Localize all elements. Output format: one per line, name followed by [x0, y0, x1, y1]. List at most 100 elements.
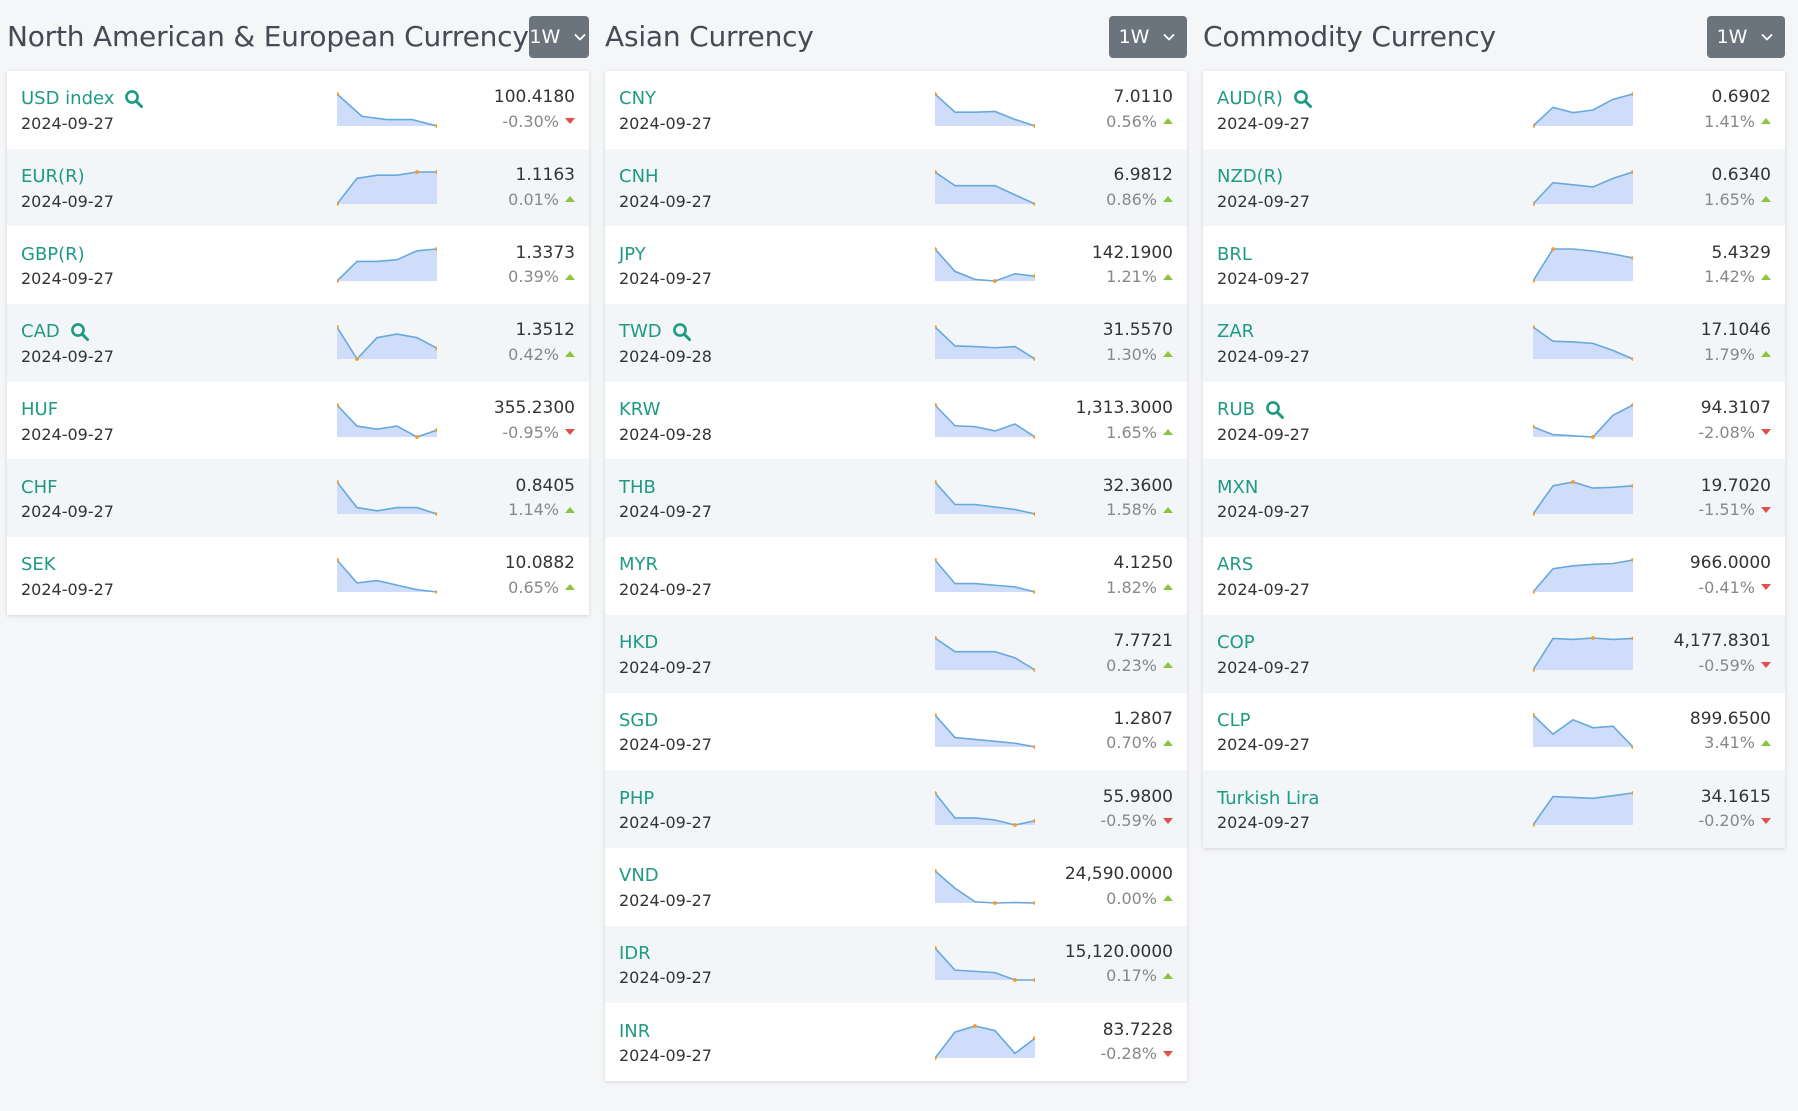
currency-name-link[interactable]: SGD [619, 709, 659, 731]
sparkline-area [337, 404, 437, 437]
up-triangle-icon [1163, 429, 1173, 436]
currency-name-link[interactable]: THB [619, 476, 656, 498]
currency-name-link[interactable]: COP [1217, 632, 1255, 654]
currency-row: COP 2024-09-27 4,177.8301 -0.59% [1203, 614, 1785, 693]
quote-value: 966.0000 [1689, 553, 1771, 574]
sparkline-point [1631, 484, 1633, 488]
down-triangle-icon [1163, 1050, 1173, 1057]
search-icon[interactable] [672, 322, 692, 342]
currency-name-link[interactable]: ZAR [1217, 321, 1255, 343]
sparkline-point [1033, 201, 1035, 206]
sparkline-chart [1533, 558, 1633, 594]
search-icon[interactable] [1265, 400, 1285, 420]
sparkline-point [1631, 558, 1633, 562]
sparkline-area [337, 249, 437, 282]
currency-name-link[interactable]: CNY [619, 88, 657, 110]
currency-name-link[interactable]: VND [619, 865, 659, 887]
currency-row: RUB 2024-09-27 94.3107 -2.08% [1203, 381, 1785, 460]
search-icon[interactable] [124, 89, 144, 109]
change-percent: 0.39% [508, 267, 559, 287]
quote-value: 142.1900 [1091, 242, 1173, 263]
quote-value: 83.7228 [1102, 1019, 1173, 1040]
currency-name-link[interactable]: JPY [619, 243, 646, 265]
currency-row: AUD(R) 2024-09-27 0.6902 1.41% [1203, 71, 1785, 149]
sparkline-line [1533, 636, 1633, 671]
sparkline-line [935, 481, 1035, 516]
currency-name-link[interactable]: CHF [21, 476, 58, 498]
sparkline-chart [1533, 247, 1633, 284]
quote-value: 4.1250 [1113, 553, 1173, 574]
period-dropdown[interactable]: 1W [1707, 15, 1785, 58]
currency-row: IDR 2024-09-27 15,120.0000 0.17% [605, 925, 1187, 1004]
sparkline-area [337, 93, 437, 126]
sparkline-point [1033, 357, 1035, 361]
currency-name-link[interactable]: AUD(R) [1217, 88, 1283, 110]
currency-name-link[interactable]: HKD [619, 632, 659, 654]
currency-name-link[interactable]: USD index [21, 88, 115, 110]
currency-name-link[interactable]: TWD [619, 321, 662, 343]
change-percent: 0.70% [1106, 733, 1157, 753]
quote-value: 355.2300 [493, 398, 575, 419]
currency-name-link[interactable]: GBP(R) [21, 243, 85, 265]
sparkline-line [935, 326, 1035, 360]
currency-row: CNY 2024-09-27 7.0110 0.56% [605, 71, 1187, 149]
up-triangle-icon [1163, 196, 1173, 203]
currency-name-link[interactable]: RUB [1217, 399, 1256, 421]
down-triangle-icon [565, 118, 575, 125]
up-triangle-icon [565, 273, 575, 280]
quote-value: 4,177.8301 [1673, 631, 1771, 652]
down-triangle-icon [565, 429, 575, 436]
sparkline-chart [1533, 402, 1633, 439]
sparkline-chart [337, 402, 437, 439]
search-icon[interactable] [1293, 89, 1313, 109]
currency-row: JPY 2024-09-27 142.1900 1.21% [605, 226, 1187, 305]
sparkline-area [337, 482, 437, 515]
sparkline-area [1533, 637, 1633, 670]
sparkline-point [1631, 402, 1633, 407]
quote-value: 17.1046 [1700, 320, 1771, 341]
currency-name-link[interactable]: KRW [619, 399, 661, 421]
sparkline-point [1533, 512, 1535, 517]
sparkline-line [1533, 93, 1633, 127]
sparkline-line [337, 248, 437, 282]
quote-value: 0.6902 [1711, 87, 1771, 108]
currency-name-link[interactable]: EUR(R) [21, 166, 85, 188]
sparkline-line [935, 792, 1035, 826]
currency-name-link[interactable]: PHP [619, 787, 655, 809]
currency-name-link[interactable]: BRL [1217, 243, 1252, 265]
quote-date: 2024-09-27 [619, 813, 712, 833]
sparkline-point [935, 480, 937, 485]
currency-row: THB 2024-09-27 32.3600 1.58% [605, 459, 1187, 538]
sparkline-chart [337, 247, 437, 284]
currency-name-link[interactable]: MYR [619, 554, 659, 576]
currency-name-link[interactable]: MXN [1217, 476, 1259, 498]
currency-row: INR 2024-09-27 83.7228 -0.28% [605, 1003, 1187, 1081]
sparkline-point [1013, 823, 1017, 827]
currency-name-link[interactable]: Turkish Lira [1217, 787, 1320, 809]
currency-name-link[interactable]: CAD [21, 321, 60, 343]
currency-name-link[interactable]: IDR [619, 942, 651, 964]
currency-name-link[interactable]: CNH [619, 166, 659, 188]
currency-name-link[interactable]: SEK [21, 554, 56, 576]
sparkline-chart [935, 1024, 1035, 1060]
sparkline-point [1631, 256, 1633, 261]
period-dropdown[interactable]: 1W [1109, 15, 1187, 58]
currency-name-link[interactable]: CLP [1217, 709, 1251, 731]
down-triangle-icon [1761, 662, 1771, 669]
sparkline-point [435, 512, 437, 517]
sparkline-point [1033, 745, 1035, 750]
currency-name-link[interactable]: ARS [1217, 554, 1254, 576]
sparkline-area [935, 637, 1035, 670]
currency-name-link[interactable]: NZD(R) [1217, 166, 1284, 188]
currency-name-link[interactable]: HUF [21, 399, 59, 421]
sparkline-point [935, 791, 937, 795]
change-percent: 1.42% [1704, 267, 1755, 287]
period-dropdown[interactable]: 1W [528, 15, 589, 58]
change-percent: -2.08% [1698, 422, 1755, 442]
search-icon[interactable] [70, 322, 90, 342]
sparkline-area [337, 171, 437, 204]
sparkline-point [435, 346, 437, 351]
sparkline-chart [935, 169, 1035, 206]
currency-name-link[interactable]: INR [619, 1020, 651, 1042]
